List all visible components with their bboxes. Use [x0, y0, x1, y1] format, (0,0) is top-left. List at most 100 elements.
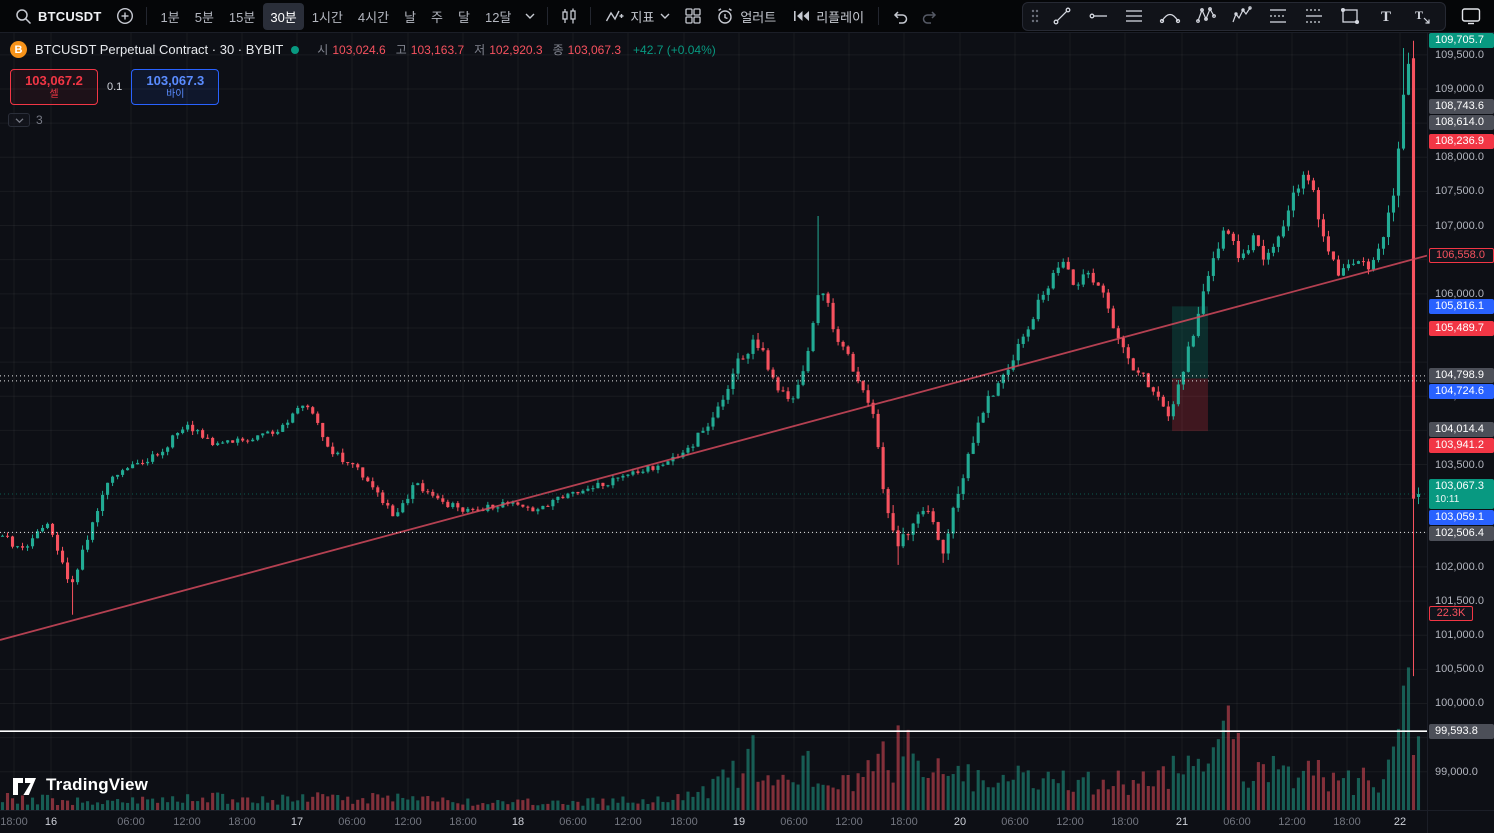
undo-button[interactable] [886, 5, 914, 28]
candlestick-chart[interactable] [0, 33, 1427, 810]
price-tick: 100,500.0 [1435, 663, 1484, 676]
time-label: 18:00 [890, 816, 918, 828]
price-badge[interactable]: 105,489.7 [1429, 321, 1494, 337]
price-badge[interactable]: 105,816.1 [1429, 298, 1494, 314]
price-badge[interactable]: 108,236.9 [1429, 133, 1494, 149]
interval-group: 1분 5분 15분 30분 1시간 4시간 날 주 달 12달 [154, 2, 519, 30]
interval-button-30분[interactable]: 30분 [263, 2, 304, 30]
time-label-day: 16 [44, 816, 58, 828]
indicator-count: 3 [36, 113, 43, 127]
layout-grid-button[interactable] [679, 4, 707, 28]
interval-button-12달[interactable]: 12달 [478, 3, 518, 30]
short-position-tool[interactable] [1299, 4, 1329, 28]
xabcd-pattern-tool[interactable] [1191, 4, 1221, 28]
alert-button[interactable]: 얼러트 [709, 4, 783, 29]
price-badge[interactable]: 102,506.4 [1429, 526, 1494, 542]
change-value: +42.7 (+0.04%) [633, 42, 716, 57]
interval-button-1시간[interactable]: 1시간 [305, 3, 350, 30]
replay-button[interactable]: 리플레이 [785, 4, 871, 29]
time-axis[interactable]: 18:00 16 06:00 12:00 18:00 17 06:00 12:00 18:00 1… [0, 810, 1427, 833]
trend-line-tool[interactable] [1047, 4, 1077, 28]
high-value: 103,163.7 [410, 42, 465, 57]
toolbar-separator [145, 7, 147, 25]
long-position-tool[interactable] [1263, 4, 1293, 28]
search-icon [15, 8, 32, 25]
buy-price: 103,067.3 [146, 72, 205, 88]
price-tick: 108,000.0 [1435, 151, 1484, 164]
price-badge[interactable]: 104,724.6 [1429, 384, 1494, 400]
price-badge[interactable]: 103,067.3 10:11 [1429, 479, 1494, 510]
close-label: 종 [552, 43, 564, 57]
sell-button[interactable]: 103,067.2 셀 [10, 69, 98, 105]
replay-icon [792, 8, 810, 24]
ohlc-values: 시 103,024.6 고 103,163.7 저 102,920.3 종 103,06… [311, 41, 715, 58]
drag-handle-icon[interactable] [1031, 9, 1039, 23]
buy-button[interactable]: 103,067.3 바이 [131, 69, 220, 105]
time-label: 06:00 [780, 816, 808, 828]
indicators-collapse-toggle[interactable]: 3 [8, 113, 43, 127]
price-tick: 109,500.0 [1435, 48, 1484, 61]
elliott-wave-tool[interactable] [1227, 4, 1257, 28]
curve-tool[interactable] [1155, 4, 1185, 28]
price-tick: 106,000.0 [1435, 287, 1484, 300]
chart-type-button[interactable] [555, 4, 583, 28]
time-label: 06:00 [1001, 816, 1029, 828]
interval-button-주[interactable]: 주 [424, 3, 450, 30]
price-badge[interactable]: 22.3K [1429, 605, 1473, 621]
tradingview-watermark[interactable]: TradingView [12, 774, 148, 796]
chart-legend: B BTCUSDT Perpetual Contract · 30 · BYBI… [10, 41, 716, 58]
time-label: 12:00 [173, 816, 201, 828]
interval-button-5분[interactable]: 5분 [188, 3, 221, 30]
anchored-text-tool[interactable]: T [1407, 4, 1437, 28]
symbol-name: BTCUSDT [38, 8, 102, 24]
interval-button-날[interactable]: 날 [397, 3, 423, 30]
time-label: 12:00 [1278, 816, 1306, 828]
time-label: 06:00 [117, 816, 145, 828]
time-label: 18:00 [1111, 816, 1139, 828]
chart-area[interactable]: B BTCUSDT Perpetual Contract · 30 · BYBI… [0, 33, 1427, 810]
svg-text:T: T [1381, 9, 1391, 25]
rectangle-tool[interactable] [1335, 4, 1365, 28]
multichart-screen-button[interactable] [1456, 4, 1486, 28]
indicators-button[interactable]: 지표 [598, 4, 677, 29]
price-tick: 103,500.0 [1435, 458, 1484, 471]
price-badge[interactable]: 106,558.0 [1429, 248, 1494, 264]
parallel-lines-tool[interactable] [1119, 4, 1149, 28]
chevron-down-icon [660, 13, 670, 19]
price-tick: 102,000.0 [1435, 560, 1484, 573]
price-badge[interactable]: 104,014.4 [1429, 421, 1494, 437]
interval-expand-button[interactable] [520, 10, 540, 22]
interval-button-15분[interactable]: 15분 [222, 3, 262, 30]
tradingview-brand-text: TradingView [46, 775, 149, 794]
add-symbol-button[interactable] [111, 4, 139, 28]
price-badge[interactable]: 104,798.9 [1429, 368, 1494, 384]
top-toolbar: BTCUSDT 1분 5분 15분 30분 1시간 4시간 날 주 달 12달 지표 [0, 0, 1494, 33]
interval-button-4시간[interactable]: 4시간 [351, 3, 396, 30]
price-badge[interactable]: 99,593.8 [1429, 723, 1494, 739]
time-label-day: 18 [511, 816, 525, 828]
time-label-day: 20 [953, 816, 967, 828]
toolbar-separator [547, 7, 549, 25]
price-tick: 107,000.0 [1435, 219, 1484, 232]
time-label-day: 17 [290, 816, 304, 828]
interval-button-달[interactable]: 달 [451, 3, 477, 30]
price-badge[interactable]: 109,705.7 [1429, 33, 1494, 49]
price-badge[interactable]: 103,941.2 [1429, 437, 1494, 453]
text-tool[interactable]: T [1371, 4, 1401, 28]
price-badge[interactable]: 103,059.1 [1429, 510, 1494, 526]
price-axis[interactable]: 109,500.0 109,000.0 108,000.0 107,500.0 107,… [1427, 33, 1494, 810]
symbol-search-button[interactable]: BTCUSDT [8, 5, 109, 28]
alarm-clock-icon [716, 7, 734, 25]
price-badge[interactable]: 108,743.6 [1429, 98, 1494, 114]
horizontal-ray-tool[interactable] [1083, 4, 1113, 28]
redo-button[interactable] [916, 5, 944, 28]
candlestick-icon [560, 7, 578, 25]
price-badge[interactable]: 108,614.0 [1429, 114, 1494, 130]
symbol-title[interactable]: BTCUSDT Perpetual Contract · 30 · BYBIT [35, 42, 284, 57]
toolbar-separator [590, 7, 592, 25]
interval-button-1분[interactable]: 1분 [154, 3, 187, 30]
price-tick: 99,000.0 [1435, 765, 1478, 778]
open-label: 시 [317, 43, 329, 57]
undo-arrow-icon [891, 8, 909, 25]
time-label: 18:00 [670, 816, 698, 828]
